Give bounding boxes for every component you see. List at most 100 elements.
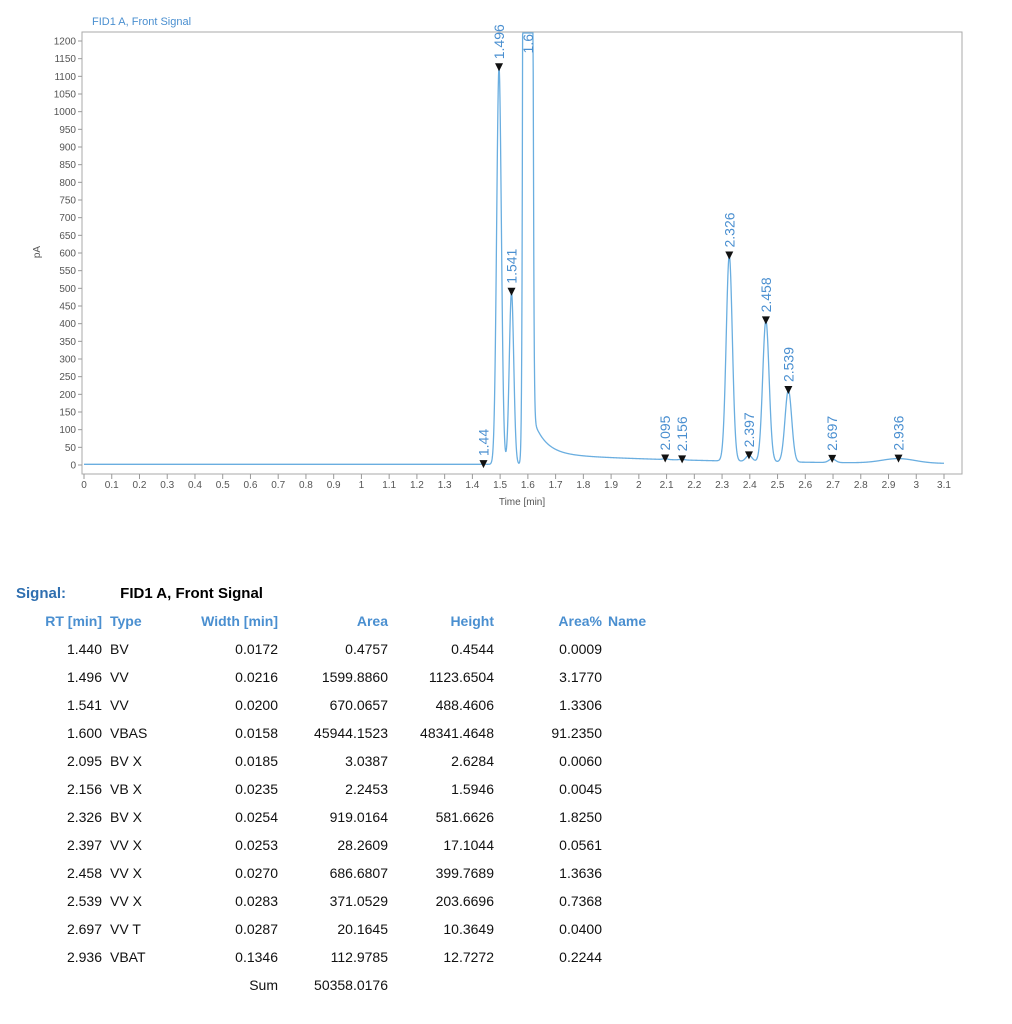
cell-width: 0.0200 [235,697,278,713]
x-tick-label: 1.9 [604,480,618,491]
cell-height: 2.6284 [451,753,494,769]
cell-width: 0.1346 [235,949,278,965]
col-width-header: Width [min] [201,613,278,629]
cell-name [602,915,668,943]
table-row: 2.156 VB X 0.0235 2.2453 1.5946 0.0045 [16,775,668,803]
cell-type: VV X [110,837,142,853]
peak-label: 1.44 [475,429,491,456]
peak-marker [507,287,516,296]
sum-area: 50358.0176 [314,977,388,993]
x-tick-label: 3 [913,480,919,491]
cell-height: 203.6696 [435,893,494,909]
cell-height: 10.3649 [443,921,494,937]
cell-width: 0.0254 [235,809,278,825]
cell-name [602,775,668,803]
sum-label: Sum [249,977,278,993]
cell-rt: 2.397 [66,837,102,853]
y-tick-label: 400 [59,319,76,330]
x-tick-label: 2.5 [771,480,785,491]
cell-rt: 2.095 [66,753,102,769]
cell-width: 0.0172 [235,641,278,657]
x-tick-label: 2.8 [854,480,868,491]
x-tick-label: 1.2 [410,480,424,491]
table-row: 1.600 VBAS 0.0158 45944.1523 48341.4648 … [16,719,668,747]
y-axis-label: pA [32,246,43,259]
cell-width: 0.0158 [235,725,278,741]
x-tick-label: 0.1 [105,480,119,491]
y-tick-label: 1100 [54,72,76,83]
cell-rt: 2.156 [66,781,102,797]
y-tick-label: 350 [59,337,76,348]
peak-marker [828,454,837,463]
cell-rt: 1.541 [66,697,102,713]
signal-heading: Signal: FID1 A, Front Signal [16,585,668,607]
cell-area: 20.1645 [337,921,388,937]
cell-area-percent: 91.2350 [551,725,602,741]
cell-area-percent: 1.8250 [559,809,602,825]
table-row: 1.440 BV 0.0172 0.4757 0.4544 0.0009 [16,635,668,663]
cell-name [602,859,668,887]
col-type-header: Type [110,613,142,629]
cell-name [602,803,668,831]
cell-area-percent: 0.0400 [559,921,602,937]
x-tick-label: 2 [636,480,642,491]
cell-name [602,691,668,719]
col-rt-header: RT [min] [45,613,102,629]
x-tick-label: 2.9 [882,480,896,491]
chromatogram-chart: FID1 A, Front Signal 0 50 100 150 200 250 300 3… [32,16,963,508]
col-name-header: Name [608,613,647,629]
cell-empty [16,971,102,999]
x-tick-label: 0.5 [216,480,230,491]
cell-area-percent: 1.3306 [559,697,602,713]
x-tick-label: 0.6 [243,480,257,491]
x-tick-label: 2.2 [687,480,701,491]
table-row: 2.326 BV X 0.0254 919.0164 581.6626 1.82… [16,803,668,831]
cell-rt: 1.440 [66,641,102,657]
cell-rt: 2.936 [66,949,102,965]
cell-type: BV [110,641,129,657]
peak-label: 2.326 [721,212,737,247]
peak-table: RT [min] Type Width [min] Area Height Ar… [16,607,668,999]
x-tick-label: 1.1 [382,480,396,491]
chart-title: FID1 A, Front Signal [92,16,191,28]
signal-heading-name: FID1 A, Front Signal [120,585,263,602]
cell-area-percent: 0.7368 [559,893,602,909]
cell-area: 45944.1523 [314,725,388,741]
cell-name [602,719,668,747]
table-row: 2.539 VV X 0.0283 371.0529 203.6696 0.73… [16,887,668,915]
cell-empty [102,971,168,999]
x-tick-label: 1 [359,480,365,491]
cell-type: VBAT [110,949,146,965]
cell-name [602,635,668,663]
cell-name [602,943,668,971]
peak-marker [784,386,793,395]
table-row: 2.397 VV X 0.0253 28.2609 17.1044 0.0561 [16,831,668,859]
cell-height: 0.4544 [451,641,494,657]
cell-type: VB X [110,781,142,797]
col-area-header: Area [356,613,388,629]
cell-height: 12.7272 [443,949,494,965]
peak-label: 2.697 [824,416,840,451]
cell-area: 3.0387 [345,753,388,769]
peak-table-header: RT [min] Type Width [min] Area Height Ar… [16,607,668,635]
x-tick-label: 2.7 [826,480,840,491]
cell-height: 488.4606 [435,697,494,713]
x-tick-label: 3.1 [937,480,951,491]
peak-marker [761,316,770,325]
y-tick-label: 650 [59,231,76,242]
cell-height: 48341.4648 [420,725,494,741]
cell-area-percent: 0.0561 [559,837,602,853]
x-axis-label: Time [min] [499,497,546,508]
x-tick-label: 1.7 [549,480,563,491]
signal-heading-label: Signal: [16,585,67,602]
cell-type: VV [110,669,129,685]
cell-width: 0.0216 [235,669,278,685]
x-tick-label: 2.6 [798,480,812,491]
y-tick-label: 1000 [54,107,77,118]
table-row: 1.496 VV 0.0216 1599.8860 1123.6504 3.17… [16,663,668,691]
y-tick-label: 550 [59,266,76,277]
cell-height: 399.7689 [435,865,494,881]
cell-area: 371.0529 [329,893,388,909]
cell-empty [602,971,668,999]
y-tick-label: 1050 [54,90,77,101]
